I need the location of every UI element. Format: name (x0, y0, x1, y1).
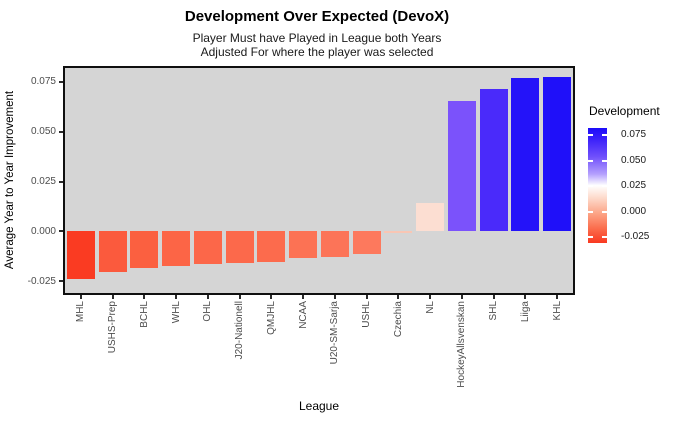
legend-tick-dash (588, 185, 593, 187)
bar-SHL (479, 88, 508, 232)
bar-KHL (543, 77, 572, 232)
x-tick-label-USHS-Prep: USHS-Prep (107, 301, 119, 354)
x-tick-mark (111, 295, 114, 299)
x-tick-mark (556, 295, 559, 299)
x-tick-mark (238, 295, 241, 299)
x-tick-label-SHL: SHL (488, 301, 500, 321)
x-tick-label-QMJHL: QMJHL (265, 301, 277, 335)
bar-HockeyAllsvenskan (447, 100, 476, 232)
x-tick-label-NL: NL (424, 301, 436, 314)
x-axis-title: League (298, 399, 340, 413)
x-tick-mark (143, 295, 146, 299)
legend-tick-dash (588, 159, 593, 162)
x-tick-mark (429, 295, 432, 299)
x-tick-label-Liiga: Liiga (519, 301, 531, 323)
y-tick-label: 0.075 (30, 76, 56, 88)
bar-U20-SM-Sarja (320, 231, 349, 257)
bar-USHS-Prep (98, 231, 127, 272)
legend-gradient-bar (588, 128, 607, 243)
bar-MHL (66, 231, 95, 280)
x-tick-mark (460, 295, 463, 299)
legend-tick-dash (588, 210, 593, 213)
x-tick-label-OHL: OHL (202, 301, 214, 322)
plot-panel (63, 66, 575, 295)
x-tick-mark (365, 295, 368, 299)
bar-Czechia (384, 231, 413, 233)
x-tick-label-KHL: KHL (551, 301, 563, 321)
legend-tick-dash (602, 134, 607, 137)
legend-tick-label: 0.025 (621, 180, 647, 191)
legend-tick-dash (588, 235, 593, 238)
x-tick-mark (206, 295, 209, 299)
bar-QMJHL (257, 231, 286, 263)
legend-tick-label: 0.075 (621, 129, 647, 141)
x-tick-mark (333, 295, 336, 299)
legend-tick-label: -0.025 (621, 230, 650, 242)
x-tick-mark (524, 295, 527, 299)
x-tick-label-BCHL: BCHL (138, 301, 150, 328)
x-tick-mark (270, 295, 273, 299)
x-tick-label-NCAA: NCAA (297, 301, 309, 329)
x-tick-mark (492, 295, 495, 299)
y-tick-mark (59, 130, 63, 133)
x-tick-label-U20-SM-Sarja: U20-SM-Sarja (329, 301, 341, 365)
y-tick-mark (59, 230, 63, 233)
x-tick-label-HockeyAllsvenskan: HockeyAllsvenskan (456, 301, 468, 388)
legend-tick-dash (602, 185, 607, 187)
legend-tick-dash (602, 210, 607, 213)
x-tick-label-MHL: MHL (75, 301, 87, 323)
bar-BCHL (130, 231, 159, 269)
x-tick-mark (79, 295, 82, 299)
x-tick-label-WHL: WHL (170, 301, 182, 324)
subtitle-line-2: Adjusted For where the player was select… (200, 45, 434, 59)
legend-title: Development (589, 104, 660, 118)
x-tick-mark (175, 295, 178, 299)
bar-NCAA (289, 231, 318, 258)
y-tick-mark (59, 80, 63, 83)
y-tick-mark (59, 180, 63, 183)
x-tick-mark (302, 295, 305, 299)
x-tick-label-J20-Nationell: J20-Nationell (234, 301, 246, 360)
bar-OHL (193, 231, 222, 265)
legend-tick-label: 0.050 (621, 154, 647, 166)
legend-tick-dash (588, 134, 593, 137)
y-tick-mark (59, 280, 63, 283)
y-tick-label: 0.025 (30, 176, 56, 187)
bar-USHL (352, 231, 381, 254)
bar-WHL (162, 231, 191, 266)
x-tick-mark (397, 295, 400, 299)
y-tick-label: 0.000 (30, 225, 56, 237)
legend-tick-label: 0.000 (621, 205, 647, 217)
chart-title: Development Over Expected (DevoX) (184, 8, 450, 25)
legend-tick-dash (602, 235, 607, 238)
y-tick-label: 0.050 (30, 126, 56, 138)
bar-NL (416, 203, 445, 232)
bar-J20-Nationell (225, 231, 254, 264)
y-tick-label: -0.025 (27, 275, 56, 287)
x-tick-label-Czechia: Czechia (392, 301, 404, 338)
bar-Liiga (511, 78, 540, 232)
subtitle-line-1: Player Must have Played in League both Y… (192, 31, 442, 45)
legend-tick-dash (602, 159, 607, 162)
x-tick-label-USHL: USHL (361, 301, 373, 328)
chart-subtitle: Player Must have Played in League both Y… (0, 31, 634, 59)
